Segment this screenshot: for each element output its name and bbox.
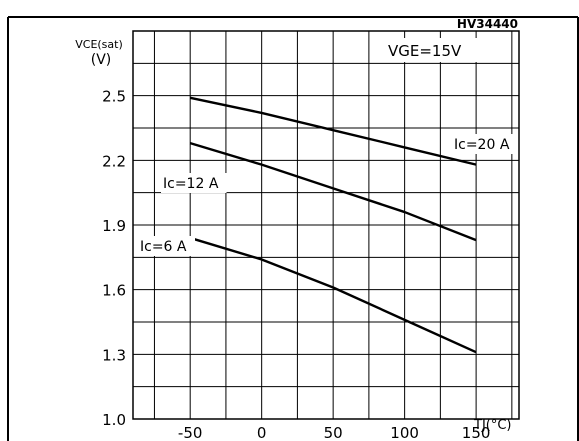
grid [133,31,519,419]
series-label: Ic=20 A [454,137,510,153]
figure-id: HV34440 [457,17,518,31]
x-tick-label: 50 [324,424,343,441]
series-label: Ic=6 A [140,239,187,255]
series-line [189,96,477,166]
annotation-bg [384,38,484,62]
y-tick-label: 1.9 [102,217,126,235]
plot-area [132,30,520,420]
x-tick-label: 150 [462,424,491,441]
series-label-bg [138,236,195,256]
y-axis-label-unit: (V) [91,52,112,68]
y-tick-label: 1.3 [102,346,126,364]
x-tick-label: 0 [257,424,267,441]
series-line [189,141,477,242]
series-label-bg [452,134,518,154]
y-tick-label: 2.2 [102,152,126,170]
series-line [189,236,477,354]
x-tick-label: -50 [178,424,203,441]
y-tick-label: 2.5 [102,88,126,106]
vge-annotation: VGE=15V [388,42,462,60]
y-tick-label: 1.6 [102,282,126,300]
x-axis-label: TJ(°C) [473,418,512,433]
y-tick-label: 1.0 [102,411,126,429]
y-axis: 1.0 1.3 1.6 1.9 2.2 2.5 [102,88,126,429]
series-group: Ic=20 A Ic=12 A Ic=6 A [138,96,518,354]
x-axis: -50 0 50 100 150 [178,424,490,441]
series-label: Ic=12 A [163,176,219,192]
x-tick-label: 100 [390,424,419,441]
y-axis-label-top: VCE(sat) [75,38,123,51]
series-label-bg [161,173,227,193]
